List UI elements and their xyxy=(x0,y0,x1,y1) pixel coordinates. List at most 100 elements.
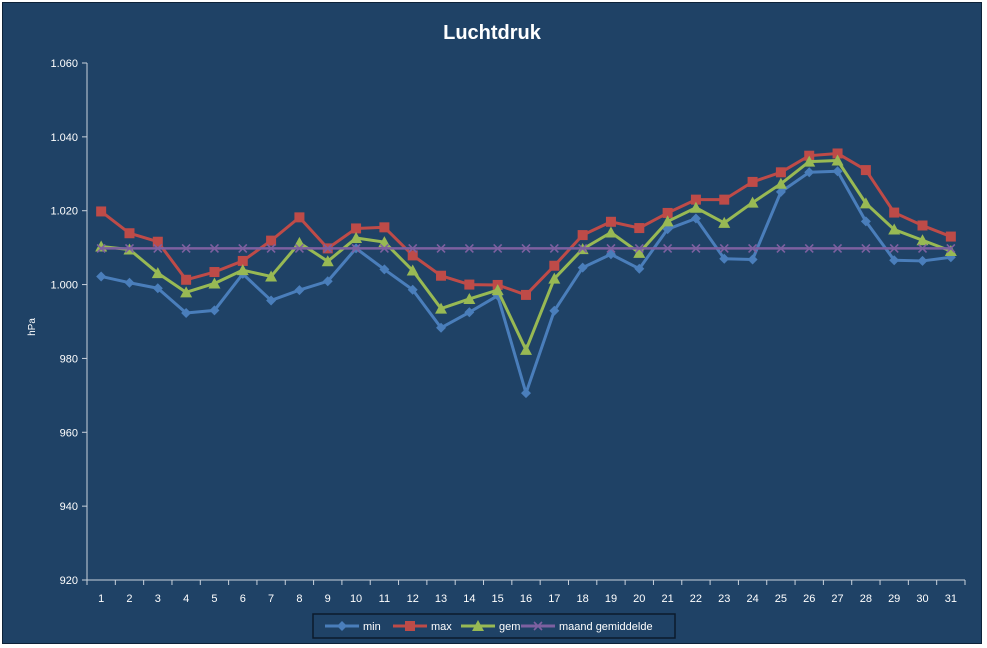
data-point xyxy=(689,201,702,213)
data-point xyxy=(152,283,163,294)
x-tick-label: 24 xyxy=(746,593,758,605)
data-point xyxy=(407,250,418,261)
data-point xyxy=(860,216,871,227)
data-point xyxy=(860,165,871,176)
data-point xyxy=(435,302,448,314)
data-point xyxy=(323,243,333,253)
data-point xyxy=(889,255,900,266)
series-min xyxy=(96,166,956,399)
data-point xyxy=(379,264,390,275)
data-point xyxy=(294,212,305,223)
data-point xyxy=(861,243,871,253)
data-point xyxy=(832,148,843,159)
legend-item: gem xyxy=(461,620,520,633)
x-tick-label: 20 xyxy=(633,593,645,605)
data-point xyxy=(238,243,248,253)
x-tick-label: 15 xyxy=(492,593,504,605)
data-point xyxy=(464,307,475,318)
data-point xyxy=(577,230,588,241)
data-point xyxy=(690,194,701,205)
x-tick-label: 11 xyxy=(379,593,390,605)
data-point xyxy=(408,243,418,253)
legend-marker xyxy=(472,620,484,631)
data-point xyxy=(180,286,193,298)
x-tick-label: 30 xyxy=(916,593,928,605)
legend-item: maand gemiddelde xyxy=(521,621,653,633)
data-point xyxy=(265,270,278,282)
x-tick-label: 19 xyxy=(605,593,617,605)
data-point xyxy=(463,292,476,304)
data-point xyxy=(945,231,956,242)
data-point xyxy=(266,235,277,246)
y-tick-label: 1.000 xyxy=(50,280,78,292)
data-point xyxy=(153,243,163,253)
data-point xyxy=(520,343,532,355)
data-point xyxy=(96,243,106,253)
legend: min max gem maand gemiddelde xyxy=(312,613,676,639)
data-point xyxy=(464,243,474,253)
x-tick-label: 31 xyxy=(945,593,957,605)
series-line xyxy=(100,151,952,297)
data-point xyxy=(944,244,957,256)
data-point xyxy=(776,243,786,253)
data-point xyxy=(181,243,191,253)
data-point xyxy=(719,253,730,264)
data-point xyxy=(719,194,730,205)
x-tick-label: 5 xyxy=(211,593,217,605)
series-max xyxy=(96,148,956,300)
data-point xyxy=(889,207,900,218)
data-point xyxy=(548,272,561,284)
data-point xyxy=(266,243,276,253)
x-tick-label: 1 xyxy=(98,593,104,605)
data-point xyxy=(436,270,447,281)
data-point xyxy=(436,243,446,253)
data-point xyxy=(464,279,475,290)
x-tick-label: 12 xyxy=(407,593,419,605)
line-chart: Luchtdruk hPa 9209409609801.0001.0201.04… xyxy=(27,22,966,639)
data-point xyxy=(493,243,503,253)
legend-marker xyxy=(533,621,543,631)
data-point xyxy=(549,260,560,271)
data-point xyxy=(748,243,758,253)
data-point xyxy=(747,176,758,187)
data-point xyxy=(633,246,646,258)
data-point xyxy=(351,243,361,253)
data-point xyxy=(832,243,843,253)
data-point xyxy=(124,243,135,253)
x-tick-label: 23 xyxy=(718,593,730,605)
data-point xyxy=(521,289,531,300)
data-point xyxy=(406,264,419,276)
x-tick-label: 25 xyxy=(775,593,787,605)
x-tick-label: 6 xyxy=(240,593,246,605)
data-point xyxy=(209,267,220,278)
data-point xyxy=(209,305,220,316)
data-point xyxy=(379,243,389,253)
x-tick-label: 2 xyxy=(126,593,132,605)
x-tick-label: 17 xyxy=(548,593,560,605)
data-point xyxy=(718,216,731,228)
data-point xyxy=(491,284,504,296)
y-axis-label: hPa xyxy=(27,318,38,336)
data-point xyxy=(549,243,559,253)
series-line xyxy=(101,158,952,352)
data-point xyxy=(266,295,277,306)
data-point xyxy=(804,243,814,253)
data-point xyxy=(831,154,844,166)
x-tick-label: 21 xyxy=(661,593,673,605)
data-point xyxy=(604,226,617,238)
chart-title: Luchtdruk xyxy=(443,22,542,44)
data-point xyxy=(803,155,816,167)
data-point xyxy=(294,243,304,253)
data-point xyxy=(321,255,334,267)
data-point xyxy=(237,255,248,266)
data-point xyxy=(917,243,928,253)
data-point xyxy=(181,274,192,285)
data-point xyxy=(209,243,220,253)
data-point xyxy=(521,388,531,399)
data-point xyxy=(888,223,901,235)
data-point xyxy=(96,206,107,217)
y-tick-label: 1.060 xyxy=(50,58,78,70)
data-point xyxy=(832,166,843,177)
x-tick-label: 27 xyxy=(831,593,843,605)
x-tick-label: 10 xyxy=(350,593,362,605)
